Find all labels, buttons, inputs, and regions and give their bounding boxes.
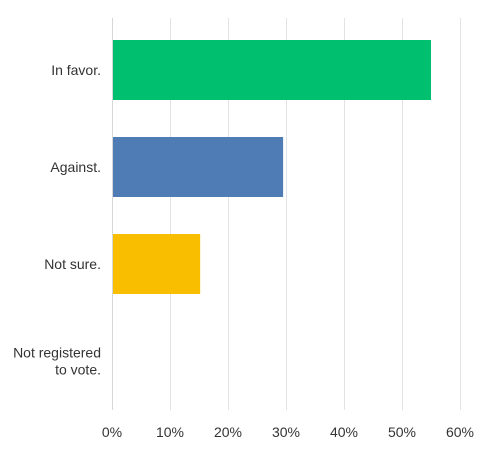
x-tick-label: 40% <box>330 424 358 440</box>
category-label-line: Not registered <box>13 345 101 361</box>
bar[interactable] <box>113 234 201 294</box>
category-label: Not sure. <box>44 256 101 272</box>
category-labels: In favor. Against. Not sure. Not registered… <box>13 62 101 378</box>
x-tick-label: 60% <box>446 424 474 440</box>
bar[interactable] <box>113 137 284 197</box>
x-tick-label: 10% <box>156 424 184 440</box>
category-label: Against. <box>50 159 101 175</box>
category-label: In favor. <box>51 62 101 78</box>
category-label-line: In favor. <box>51 62 101 78</box>
category-label-line: to vote. <box>55 362 101 378</box>
x-tick-label: 20% <box>214 424 242 440</box>
bar[interactable] <box>113 40 431 100</box>
category-label-line: Against. <box>50 159 101 175</box>
category-label-line: Not sure. <box>44 256 101 272</box>
x-tick-label: 30% <box>272 424 300 440</box>
bars <box>113 40 431 294</box>
category-label: Not registered to vote. <box>13 345 101 378</box>
x-axis-tick-labels: 0% 10% 20% 30% 40% 50% 60% <box>102 424 474 440</box>
x-tick-label: 50% <box>388 424 416 440</box>
x-tick-label: 0% <box>102 424 122 440</box>
